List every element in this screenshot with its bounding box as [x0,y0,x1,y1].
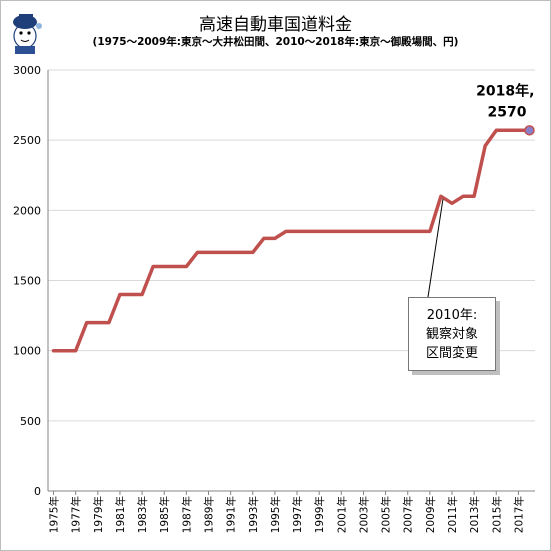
x-tick-label: 2013年 [468,496,481,533]
y-tick-label: 2500 [13,134,41,147]
x-tick-label: 1995年 [269,496,282,533]
x-tick-label: 1981年 [114,496,127,533]
x-tick-label: 1989年 [202,496,215,533]
x-tick-label: 2005年 [380,496,393,533]
x-tick-label: 2007年 [402,496,415,533]
x-tick-label: 2001年 [335,496,348,533]
y-tick-label: 3000 [13,64,41,77]
x-tick-label: 1985年 [158,496,171,533]
x-tick-label: 2003年 [357,496,370,533]
callout-line-1: 2010年: [426,307,478,323]
x-tick-label: 2009年 [424,496,437,533]
end-label-year: 2018年, [476,82,534,99]
mascot-icon [13,14,42,54]
x-tick-label: 1979年 [92,496,105,533]
y-tick-label: 1500 [13,275,41,288]
y-tick-label: 2000 [13,204,41,217]
x-tick-label: 1993年 [247,496,260,533]
callout-line-3: 区間変更 [425,345,478,361]
end-point-marker [524,125,535,136]
chart-subtitle: (1975～2009年:東京～大井松田間、2010～2018年:東京～御殿場間、… [92,36,459,48]
x-tick-label: 1977年 [70,496,83,533]
x-tick-label: 2011年 [446,496,459,533]
y-tick-label: 0 [34,485,41,498]
x-tick-label: 1983年 [136,496,149,533]
end-label-value: 2570 [487,104,526,120]
x-axis-ticks: 1975年 1977年 1979年 1981年 1983年 1985年 1987年 1989年… [48,491,525,533]
x-tick-label: 1999年 [313,496,326,533]
x-tick-label: 1997年 [291,496,304,533]
chart-title: 高速自動車国道料金 [199,15,352,35]
y-axis-ticks: 0 500 1000 1500 2000 2500 3000 [13,64,41,498]
annotation-callout: 2010年: 観察対象 区間変更 [408,297,496,371]
series-line [51,128,532,353]
x-tick-label: 2015年 [490,496,503,533]
x-tick-label: 1987年 [180,496,193,533]
axes [47,70,535,492]
y-tick-label: 500 [20,415,41,428]
x-tick-label: 1991年 [225,496,238,533]
callout-line-2: 観察対象 [425,326,478,342]
callout-pointer [427,199,444,298]
series-layer [51,125,535,353]
x-tick-label: 2017年 [512,496,525,533]
x-tick-label: 1975年 [48,496,61,533]
y-tick-label: 1000 [13,345,41,358]
gridlines [48,69,535,422]
